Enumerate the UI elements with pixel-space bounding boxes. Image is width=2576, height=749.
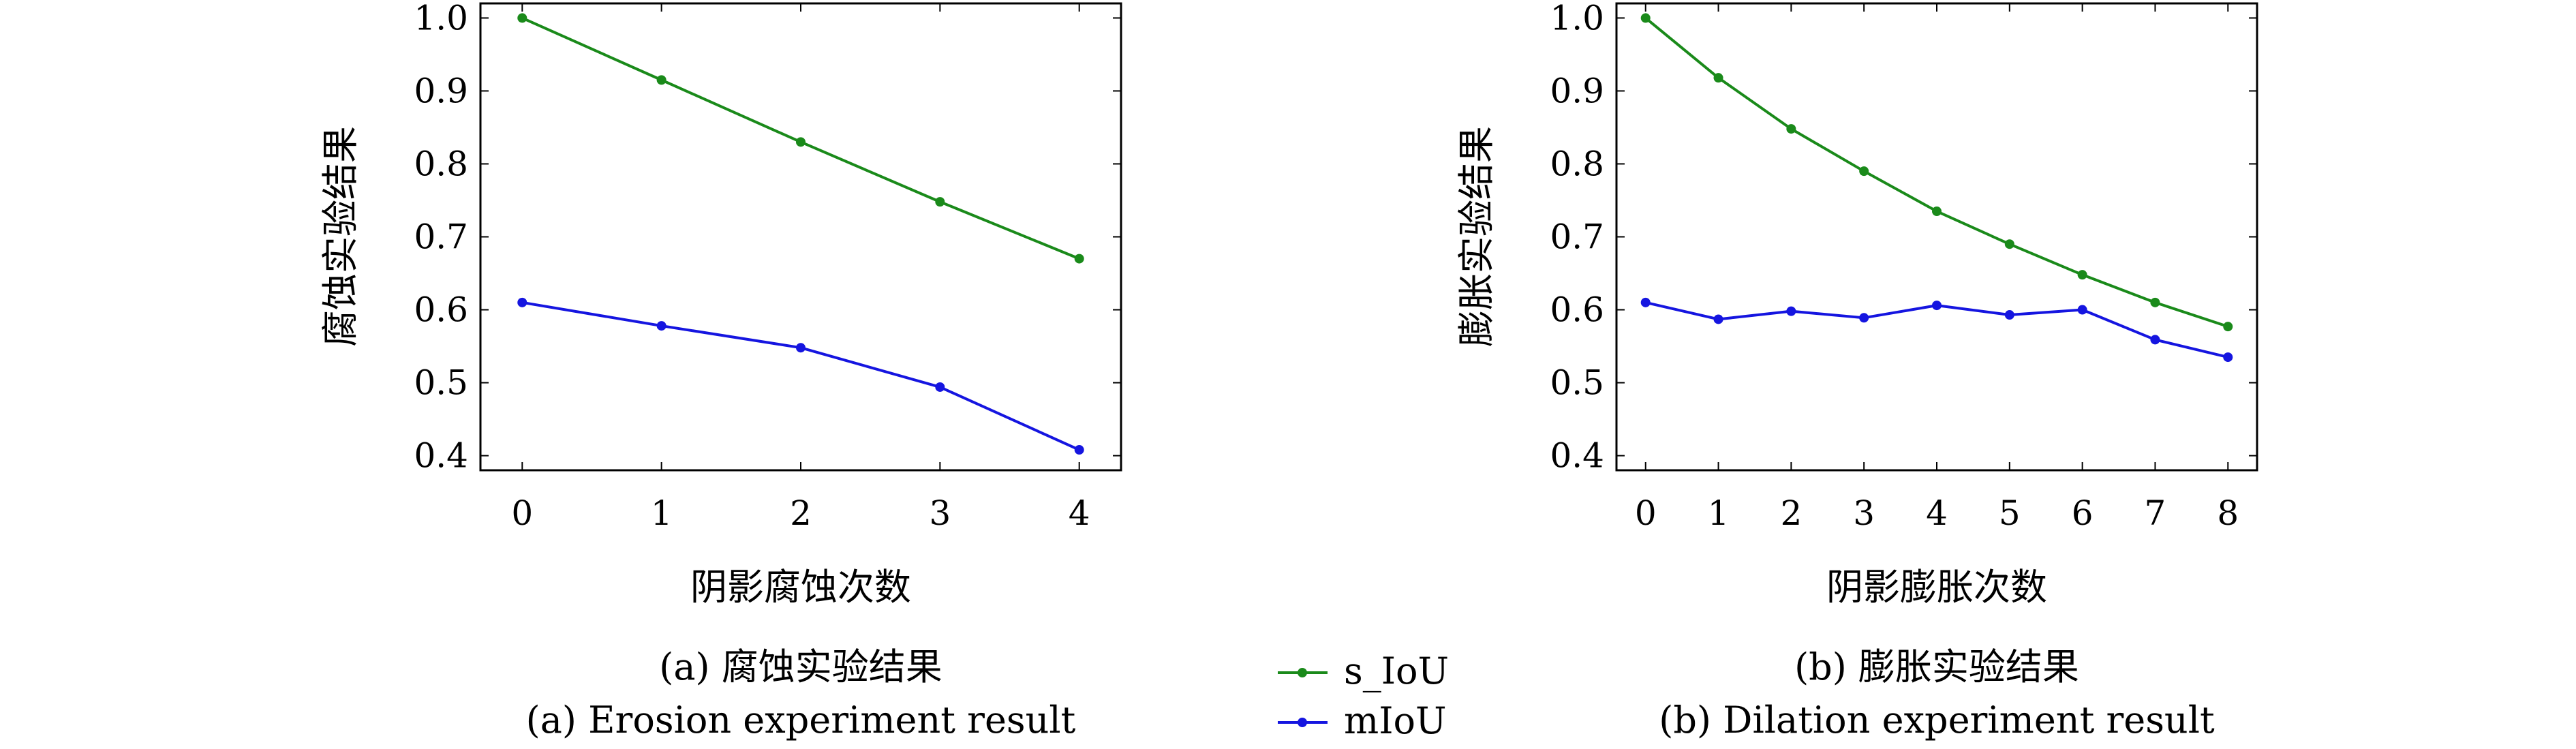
erosion-y-tick-label: 0.7 — [414, 217, 468, 257]
erosion-point-s-iou — [517, 13, 527, 23]
erosion-point-miou — [1074, 445, 1084, 455]
dilation-point-s-iou — [1859, 166, 1869, 177]
legend-item-s-iou: s_IoU — [1278, 649, 1449, 692]
erosion-point-s-iou — [796, 137, 806, 147]
dilation-point-s-iou — [2077, 270, 2087, 280]
erosion-y-axis-label: 腐蚀实验结果 — [319, 126, 362, 347]
legend-item-miou: mIoU — [1278, 699, 1447, 742]
dilation-y-tick-label: 0.6 — [1550, 290, 1604, 330]
dilation-point-miou — [1713, 314, 1723, 324]
erosion-chart: 0.4 0.5 0.6 0.7 0.8 0.9 1.0 0 1 2 3 4 阴影腐蚀次数 腐蚀实验结果… — [319, 0, 1122, 742]
dilation-y-axis-label: 膨胀实验结果 — [1455, 126, 1498, 347]
dilation-point-s-iou — [2223, 322, 2233, 332]
legend-marker-miou — [1298, 718, 1307, 727]
dilation-point-miou — [2223, 352, 2233, 363]
dilation-x-tick-label: 3 — [1853, 493, 1875, 533]
erosion-line-miou — [521, 301, 1080, 451]
erosion-y-tick-label: 0.4 — [414, 436, 468, 476]
erosion-point-miou — [935, 382, 945, 392]
dilation-ticks: 0.4 0.5 0.6 0.7 0.8 0.9 1.0 0 1 2 3 4 5 6 7 8 — [1550, 0, 2257, 533]
erosion-point-miou — [517, 297, 527, 307]
erosion-point-s-iou — [935, 197, 945, 207]
erosion-x-tick-label: 4 — [1069, 493, 1090, 533]
dilation-y-tick-label: 0.5 — [1550, 363, 1604, 403]
dilation-x-tick-label: 7 — [2145, 493, 2166, 533]
dilation-x-tick-label: 8 — [2217, 493, 2239, 533]
erosion-x-tick-label: 2 — [790, 493, 812, 533]
dilation-point-s-iou — [2004, 239, 2014, 249]
dilation-point-s-iou — [1786, 124, 1796, 134]
dilation-point-miou — [1640, 297, 1651, 307]
erosion-y-tick-label: 0.6 — [414, 290, 468, 330]
dilation-caption-en: (b) Dilation experiment result — [1659, 699, 2215, 742]
dilation-point-miou — [1932, 301, 1942, 311]
erosion-y-tick-label: 1.0 — [414, 0, 468, 37]
dilation-point-miou — [2077, 305, 2087, 315]
dilation-x-tick-label: 0 — [1635, 493, 1657, 533]
dilation-x-axis-label: 阴影膨胀次数 — [1826, 566, 2047, 609]
erosion-x-tick-label: 1 — [651, 493, 673, 533]
dilation-point-s-iou — [2150, 297, 2160, 307]
dilation-line-miou — [1645, 301, 2228, 359]
erosion-x-axis-label: 阴影腐蚀次数 — [690, 566, 911, 609]
dilation-x-tick-label: 2 — [1780, 493, 1802, 533]
dilation-point-miou — [1859, 313, 1869, 323]
legend-marker-s-iou — [1298, 668, 1307, 677]
dilation-y-tick-label: 1.0 — [1550, 0, 1604, 37]
dilation-y-tick-label: 0.4 — [1550, 436, 1604, 476]
erosion-x-tick-label: 0 — [511, 493, 533, 533]
dilation-point-s-iou — [1932, 207, 1942, 217]
dilation-line-s-iou — [1644, 16, 2228, 328]
erosion-y-tick-label: 0.8 — [414, 144, 468, 183]
legend: s_IoU mIoU — [1278, 649, 1449, 742]
dilation-y-tick-label: 0.9 — [1550, 71, 1604, 110]
dilation-chart: 0.4 0.5 0.6 0.7 0.8 0.9 1.0 0 1 2 3 4 5 6 7 8 阴影膨胀次数 膨胀… — [1455, 0, 2258, 742]
erosion-y-tick-label: 0.5 — [414, 363, 468, 403]
dilation-x-tick-label: 6 — [2072, 493, 2094, 533]
dilation-point-miou — [1786, 306, 1796, 316]
erosion-y-tick-label: 0.9 — [414, 71, 468, 110]
legend-label-miou: mIoU — [1344, 699, 1447, 742]
legend-label-s-iou: s_IoU — [1344, 649, 1449, 692]
dilation-x-tick-label: 1 — [1708, 493, 1730, 533]
erosion-point-miou — [796, 343, 806, 353]
erosion-ticks: 0.4 0.5 0.6 0.7 0.8 0.9 1.0 0 1 2 3 4 — [414, 0, 1121, 533]
erosion-x-tick-label: 3 — [929, 493, 951, 533]
dilation-point-miou — [2004, 310, 2014, 320]
erosion-caption-cn: (a) 腐蚀实验结果 — [659, 645, 942, 688]
dilation-series — [1640, 13, 2233, 363]
dilation-point-s-iou — [1713, 73, 1723, 83]
erosion-point-s-iou — [656, 75, 666, 85]
dilation-x-tick-label: 5 — [1999, 493, 2021, 533]
erosion-point-s-iou — [1074, 254, 1084, 264]
dilation-y-tick-label: 0.7 — [1550, 217, 1604, 257]
dilation-caption-cn: (b) 膨胀实验结果 — [1794, 645, 2079, 688]
erosion-series — [517, 13, 1084, 455]
dilation-point-miou — [2150, 335, 2160, 345]
erosion-caption-en: (a) Erosion experiment result — [526, 699, 1076, 742]
dilation-y-tick-label: 0.8 — [1550, 144, 1604, 183]
dilation-x-tick-label: 4 — [1926, 493, 1948, 533]
dilation-point-s-iou — [1640, 13, 1651, 23]
erosion-point-miou — [656, 321, 666, 331]
